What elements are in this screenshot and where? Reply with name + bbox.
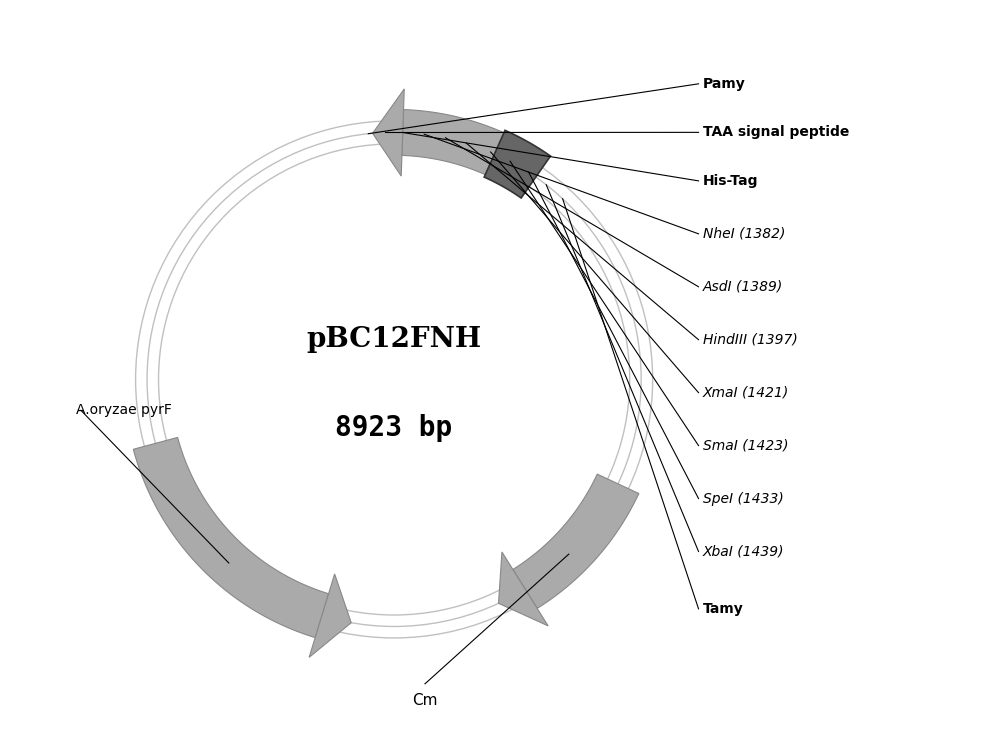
Text: XbaI (1439): XbaI (1439)	[703, 544, 784, 559]
Text: NheI (1382): NheI (1382)	[703, 226, 785, 241]
Text: Cm: Cm	[412, 693, 438, 708]
Text: His-Tag: His-Tag	[703, 174, 758, 188]
Text: SmaI (1423): SmaI (1423)	[703, 439, 788, 452]
Text: SpeI (1433): SpeI (1433)	[703, 491, 784, 506]
Polygon shape	[484, 130, 551, 198]
Text: AsdI (1389): AsdI (1389)	[703, 280, 783, 294]
Text: Pamy: Pamy	[703, 76, 746, 91]
Polygon shape	[309, 574, 351, 657]
Polygon shape	[133, 437, 329, 638]
Polygon shape	[499, 552, 548, 626]
Text: A.oryzae pyrF: A.oryzae pyrF	[76, 404, 172, 417]
Text: pBC12FNH: pBC12FNH	[307, 326, 482, 353]
Text: HindIII (1397): HindIII (1397)	[703, 333, 798, 346]
Text: Tamy: Tamy	[703, 602, 744, 616]
Text: XmaI (1421): XmaI (1421)	[703, 386, 789, 400]
Text: 8923 bp: 8923 bp	[335, 414, 453, 442]
Text: TAA signal peptide: TAA signal peptide	[703, 125, 849, 140]
Polygon shape	[402, 110, 508, 176]
Polygon shape	[373, 89, 404, 176]
Polygon shape	[513, 474, 639, 608]
